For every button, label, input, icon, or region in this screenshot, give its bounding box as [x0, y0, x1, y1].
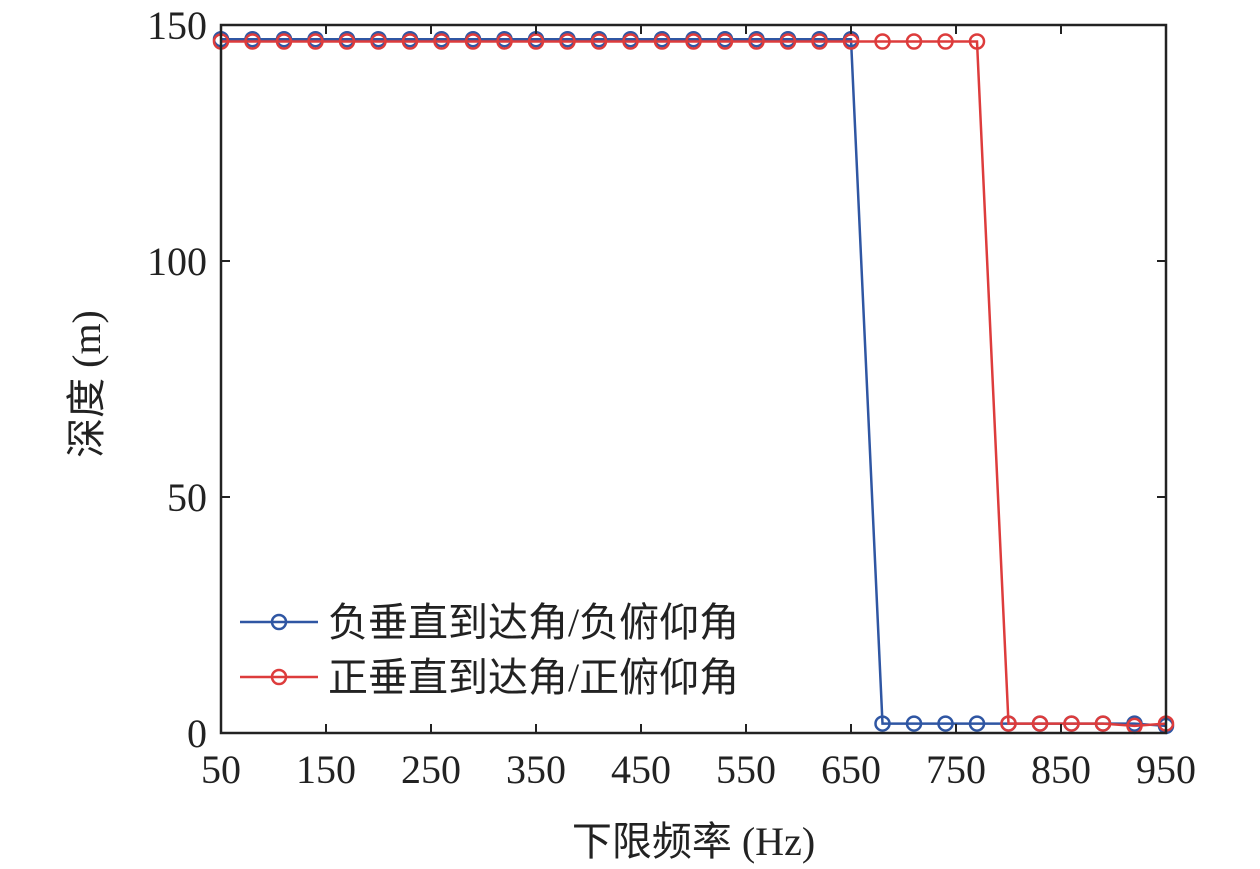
data-point-series-1: [874, 715, 891, 732]
x-tick-label: 450: [611, 747, 671, 792]
x-tick-label: 650: [821, 747, 881, 792]
y-tick-label: 0: [187, 711, 207, 756]
legend-label-1: 负垂直到达角/负俯仰角: [328, 600, 739, 645]
legend-marker-1: [270, 613, 288, 631]
data-point-series-2: [244, 33, 261, 50]
y-tick-label: 100: [147, 239, 207, 284]
y-tick-label: 150: [147, 3, 207, 48]
data-point-series-2: [685, 33, 702, 50]
data-point-series-2: [1000, 715, 1017, 732]
series-line-2: [221, 40, 1167, 728]
plot-area: [212, 30, 1175, 735]
x-axis-title: 下限频率 (Hz): [572, 819, 815, 864]
data-point-series-1: [937, 715, 954, 732]
data-point-series-1: [905, 715, 923, 732]
data-point-series-2: [748, 33, 765, 50]
data-point-series-2: [622, 33, 639, 50]
data-point-series-2: [590, 33, 608, 50]
data-point-series-2: [779, 33, 797, 50]
data-point-series-2: [496, 33, 513, 50]
data-point-series-2: [527, 33, 545, 50]
data-point-series-2: [874, 33, 891, 50]
x-tick-label: 950: [1136, 747, 1196, 792]
data-point-series-2: [842, 33, 860, 50]
data-point-series-2: [968, 33, 986, 50]
legend-marker-2: [270, 668, 288, 686]
y-tick-label: 50: [167, 475, 207, 520]
data-point-series-2: [937, 33, 954, 50]
legend-label-2: 正垂直到达角/正俯仰角: [328, 655, 739, 700]
data-point-series-1: [968, 715, 986, 732]
data-point-series-2: [338, 33, 356, 50]
data-point-series-2: [464, 33, 482, 50]
data-point-series-2: [1031, 715, 1049, 732]
x-tick-label: 750: [926, 747, 986, 792]
data-point-series-2: [653, 33, 671, 50]
data-point-series-2: [275, 33, 293, 50]
x-tick-label: 250: [401, 747, 461, 792]
data-point-series-2: [811, 33, 828, 50]
y-axis-title: 深度 (m): [64, 310, 109, 458]
data-point-series-2: [1063, 715, 1080, 732]
plot-frame: [219, 23, 1168, 735]
data-point-series-2: [716, 33, 734, 50]
data-point-series-2: [559, 33, 576, 50]
x-tick-label: 150: [296, 747, 356, 792]
data-point-series-2: [401, 33, 419, 50]
data-point-series-2: [370, 33, 387, 50]
data-point-series-2: [433, 33, 450, 50]
x-tick-label: 350: [506, 747, 566, 792]
data-point-series-2: [1094, 715, 1112, 732]
x-tick-label: 850: [1031, 747, 1091, 792]
x-tick-label: 550: [716, 747, 776, 792]
x-tick-label: 50: [201, 747, 241, 792]
data-point-series-2: [307, 33, 324, 50]
data-point-series-2: [905, 33, 923, 50]
